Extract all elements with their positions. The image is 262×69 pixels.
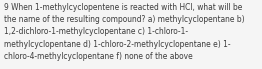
Text: 9 When 1-methylcyclopentene is reacted with HCl, what will be
the name of the re: 9 When 1-methylcyclopentene is reacted w… bbox=[4, 3, 245, 61]
